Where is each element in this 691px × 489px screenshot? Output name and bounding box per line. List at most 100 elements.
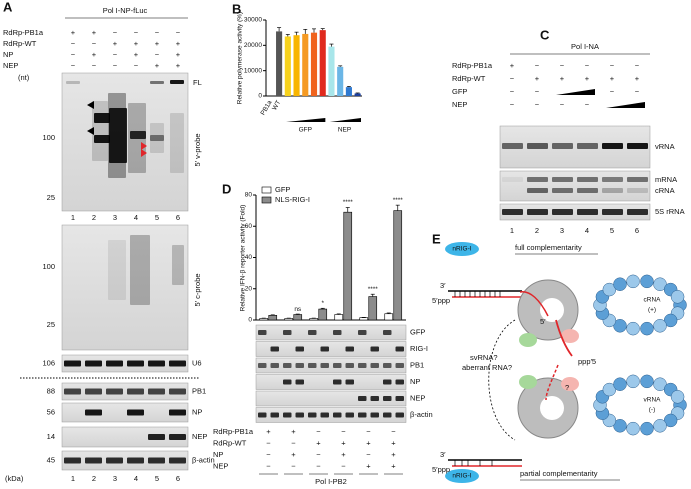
wedge [286,118,326,122]
band [345,363,354,368]
rnp-bead [663,313,678,328]
label: − [535,100,540,109]
label: + [366,438,371,447]
rnp-bead [640,374,654,389]
y-tick-label: 40 [245,254,253,261]
band [127,457,144,464]
bar [354,93,361,96]
blot [61,354,189,373]
y-tick-label: 60 [245,223,253,230]
label: + [391,438,396,447]
band [333,379,342,385]
band [258,363,267,368]
label: NP [410,377,420,386]
label: − [535,61,540,70]
band [345,412,354,418]
label: 3 [113,213,117,222]
label: NEP [192,432,207,441]
label: 88 [47,386,55,395]
rnp-bead [653,377,667,391]
label: PB1 [192,386,206,395]
label: − [316,450,321,459]
bar [334,314,344,321]
label: + [366,461,371,470]
label: cRNA [644,297,662,304]
band [395,396,404,401]
label: 5′ppp [432,296,450,305]
blot [61,402,189,423]
label: − [391,427,396,436]
label: − [316,427,321,436]
label: + [155,39,160,48]
band [295,363,304,368]
label: 5′ c-probe [193,273,202,306]
label: Relative IFN-β reporter activity (Fold) [240,205,247,312]
label: 100 [42,133,55,142]
band [627,188,648,193]
bar [310,32,318,96]
bar [309,318,319,321]
label: 5 [155,213,159,222]
band [64,388,81,395]
label: NP [3,50,13,59]
band [170,113,184,173]
label: + [266,427,271,436]
label: U6 [192,358,202,367]
band [150,81,164,84]
label: − [535,87,540,96]
rnp-bead [626,421,640,436]
band [395,412,404,418]
band [172,245,184,285]
label: E [432,231,441,246]
label: β-actin [192,455,215,464]
label: − [134,61,139,70]
bar [345,87,352,96]
label: − [316,461,321,470]
band [106,360,123,367]
blot [255,324,407,341]
rnp-bead [640,321,654,336]
label: 4 [134,213,138,222]
band [502,177,523,182]
bar [268,315,278,321]
pairs [454,291,501,297]
rnp-bead [626,321,640,336]
polymerase-core [540,396,564,420]
legend-label: GFP [275,185,290,194]
band [270,412,279,418]
blot [255,357,407,374]
label: (kDa) [5,474,24,483]
label: − [560,100,565,109]
band [94,135,110,143]
band [92,101,108,161]
label: 25 [47,193,55,202]
rnp-bead [670,390,685,404]
label: 2 [92,474,96,483]
bar [293,35,300,96]
legend-label: NLS-RIG-I [275,195,310,204]
y-tick-label: 20 [245,285,253,292]
y-tick-label: 10000 [244,67,262,74]
label: + [113,39,118,48]
label: B [232,1,241,16]
band [395,363,404,368]
label: NEP [452,100,467,109]
label: Relative polymerase activity (%) [237,12,244,104]
label: + [176,39,181,48]
label: GFP [410,327,425,336]
significance: * [321,300,324,307]
band [527,209,548,215]
band [345,346,354,352]
band [66,81,80,84]
band [106,388,123,395]
significance: **** [343,199,354,206]
label: − [113,28,118,37]
x-tick-label: WT [271,99,282,111]
band [627,177,648,182]
label: − [291,461,296,470]
band [64,457,81,464]
band [383,396,392,401]
label: cRNA [655,186,675,195]
label: + [610,74,615,83]
band [358,412,367,418]
